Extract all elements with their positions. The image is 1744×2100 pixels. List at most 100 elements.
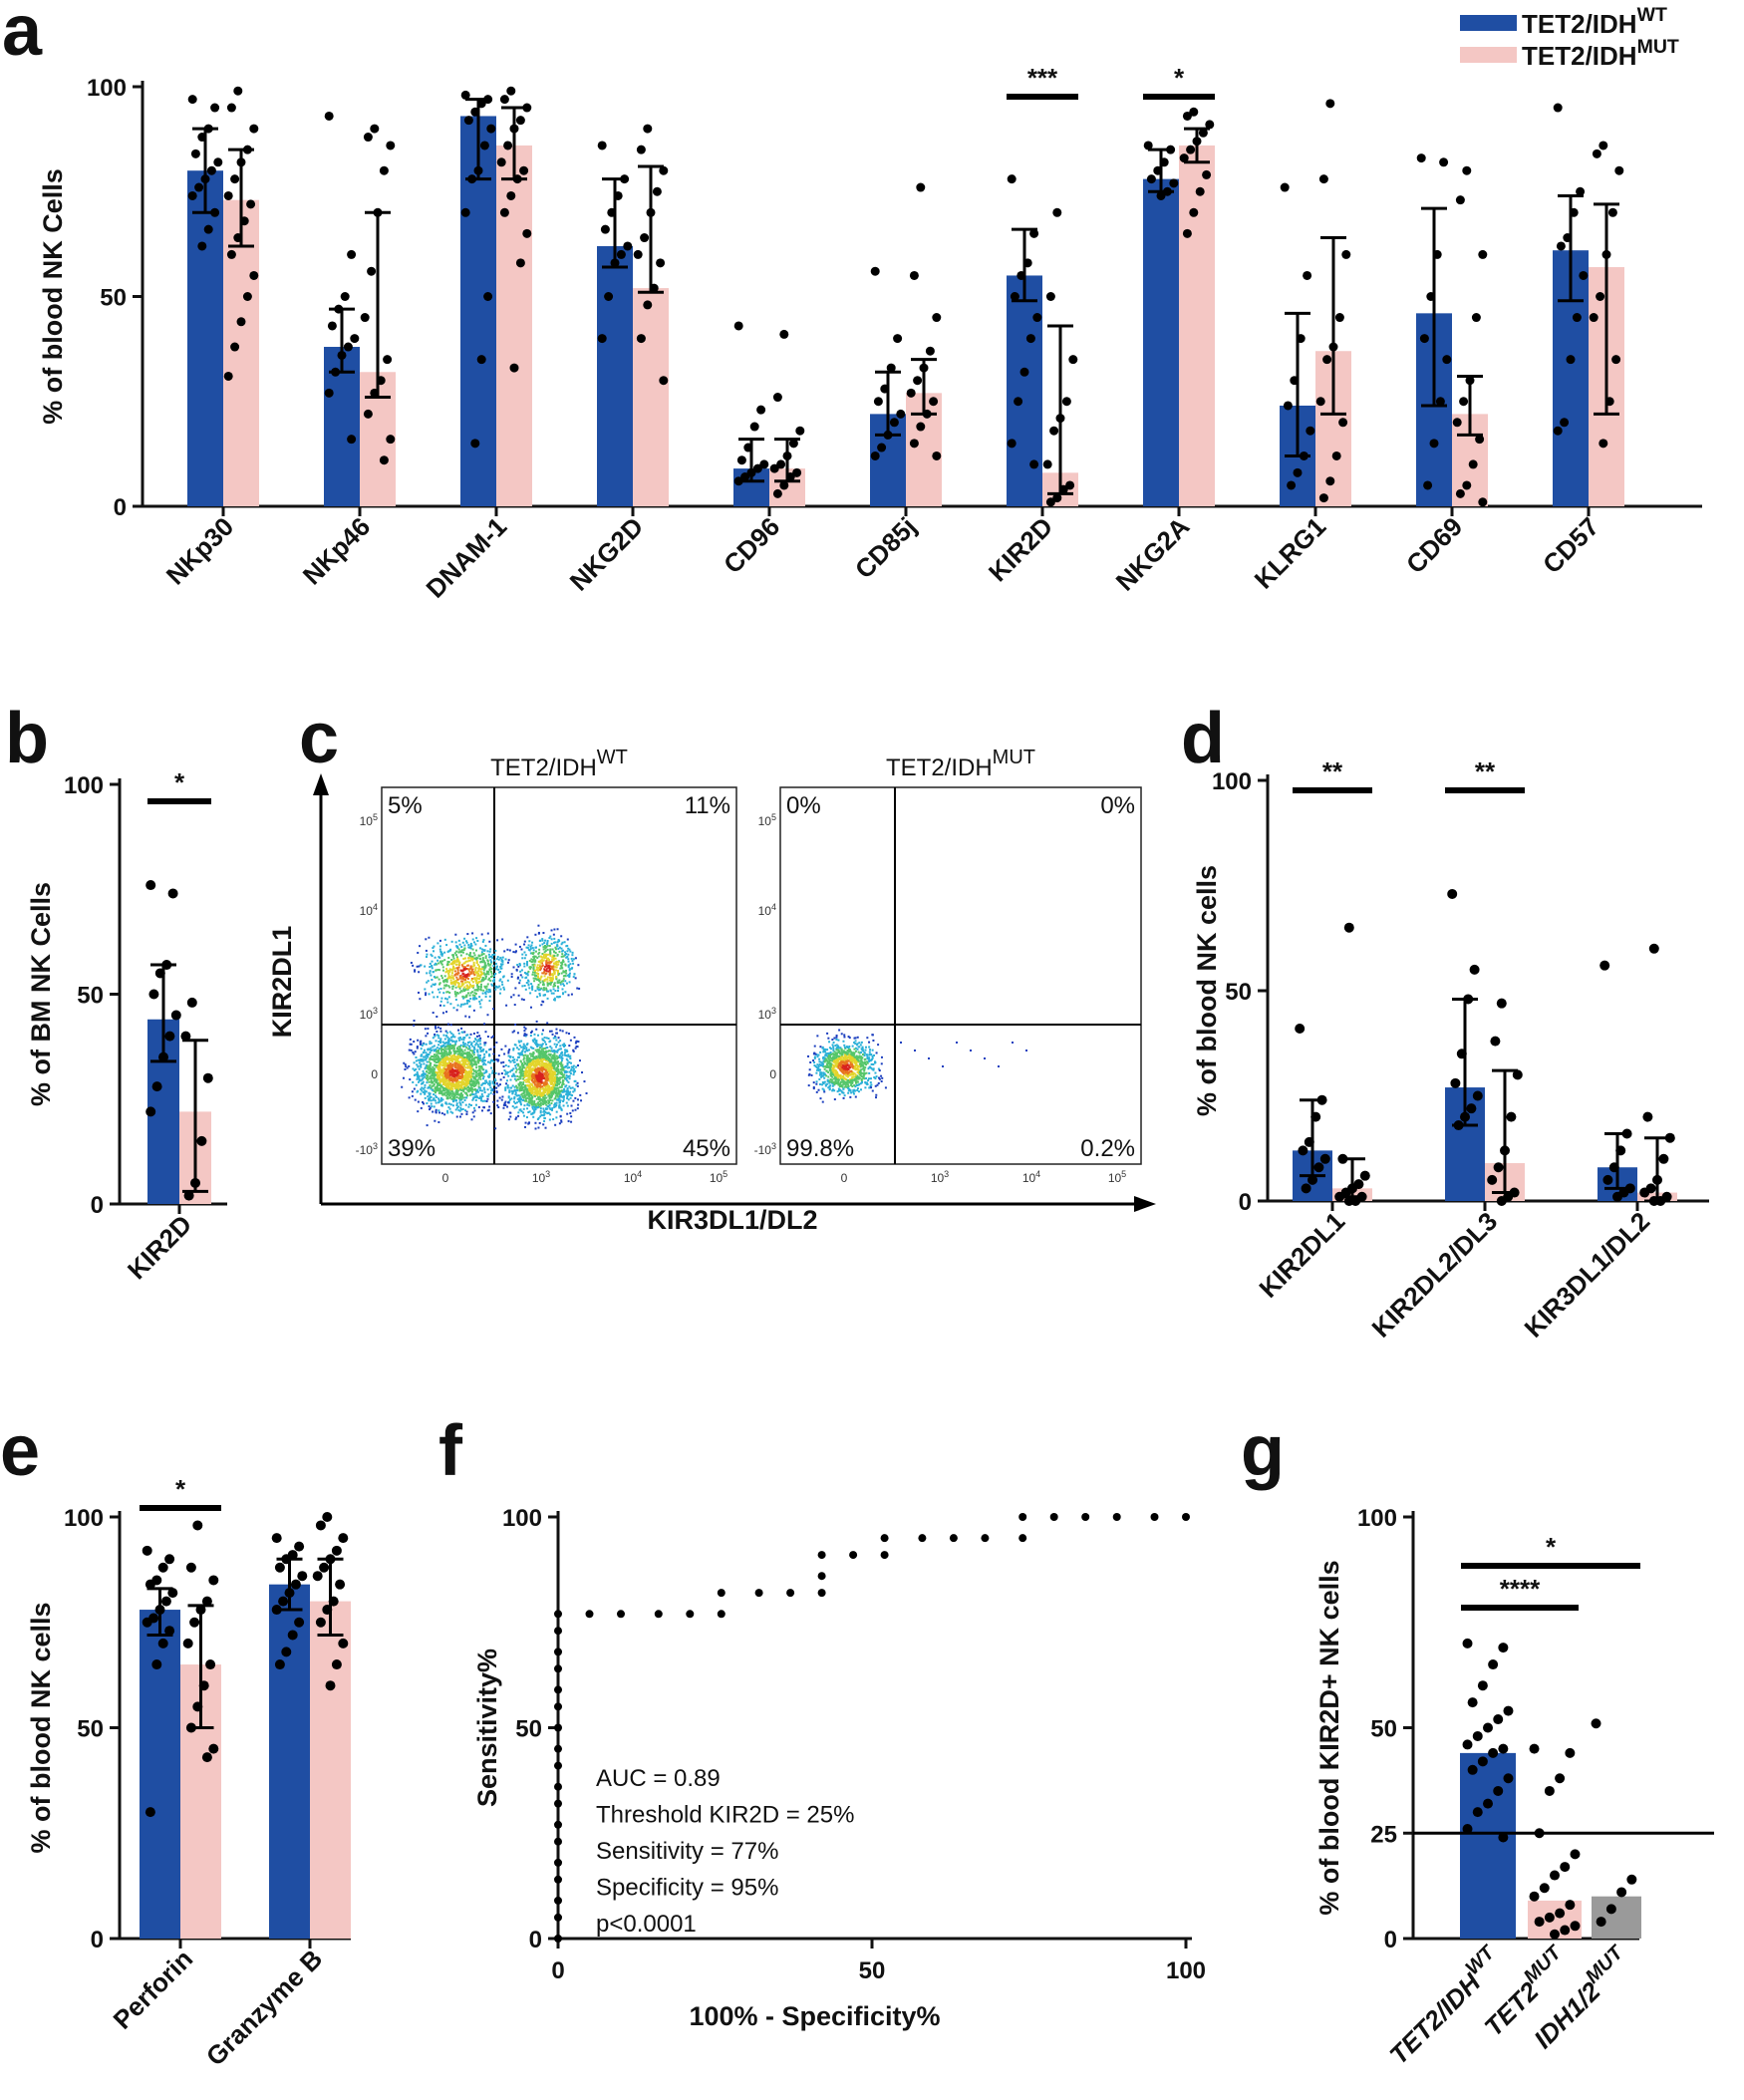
flow-event: [468, 1041, 471, 1044]
flow-event: [555, 1087, 558, 1090]
flow-event: [458, 991, 461, 994]
flow-event: [455, 1040, 458, 1043]
flow-event: [514, 1102, 517, 1105]
flow-event: [560, 1085, 563, 1088]
flow-event: [420, 1043, 423, 1046]
flow-event: [465, 1112, 468, 1115]
flow-event: [494, 988, 497, 991]
flow-event: [459, 1044, 462, 1047]
flow-event: [425, 1058, 428, 1061]
flow-event: [500, 960, 503, 963]
flow-event: [532, 949, 535, 952]
flow-event: [558, 981, 561, 984]
flow-event: [433, 1084, 436, 1087]
data-point: [249, 270, 259, 280]
flow-event: [539, 1083, 542, 1086]
flow-event: [443, 1072, 446, 1075]
flow-event: [499, 978, 502, 981]
flow-event: [479, 970, 482, 973]
data-point: [1512, 1069, 1523, 1080]
data-point: [1301, 1183, 1311, 1194]
flow-event: [467, 1069, 470, 1072]
flow-event: [431, 1084, 434, 1087]
flow-event: [542, 1081, 545, 1084]
flow-event: [509, 1055, 512, 1058]
flow-event: [446, 1048, 449, 1050]
flow-event: [457, 939, 460, 942]
flow-event: [574, 1069, 577, 1072]
flow-event: [547, 990, 550, 993]
flow-event: [551, 948, 554, 951]
flow-x-label: KIR3DL1/DL2: [647, 1205, 817, 1235]
flow-event: [524, 1121, 527, 1124]
flow-event: [517, 1100, 520, 1103]
flow-event: [521, 1066, 524, 1069]
flow-event: [463, 1056, 466, 1059]
flow-event: [447, 1045, 450, 1048]
flow-event: [576, 1081, 579, 1084]
flow-event: [532, 958, 535, 961]
flow-event: [539, 1115, 542, 1118]
flow-event: [465, 1071, 468, 1074]
data-point: [503, 141, 513, 150]
flow-event: [519, 1077, 522, 1080]
flow-event: [544, 965, 547, 968]
flow-event: [460, 1064, 463, 1067]
flow-event: [568, 981, 571, 984]
flow-event: [560, 1051, 563, 1054]
flow-event: [538, 1089, 541, 1092]
flow-event: [522, 1056, 525, 1059]
flow-event: [445, 964, 448, 967]
y-tick-label: 100: [1212, 768, 1252, 795]
flow-event: [436, 1065, 439, 1068]
flow-event: [536, 1056, 539, 1059]
flow-event: [474, 980, 477, 983]
flow-event: [547, 1070, 550, 1073]
flow-event: [447, 1068, 450, 1071]
flow-event: [481, 1073, 484, 1076]
flow-event: [461, 978, 464, 981]
flow-event: [448, 1070, 451, 1073]
flow-event: [433, 1097, 436, 1100]
data-point: [460, 207, 470, 217]
flow-event: [462, 962, 465, 965]
flow-event: [449, 1039, 452, 1042]
flow-event: [549, 949, 552, 952]
data-point: [386, 435, 396, 445]
flow-event: [428, 1071, 431, 1074]
flow-event: [529, 1088, 532, 1091]
flow-event: [469, 998, 472, 1001]
flow-event: [535, 974, 538, 977]
flow-event: [527, 1064, 530, 1067]
flow-event: [468, 1075, 471, 1078]
flow-event: [574, 977, 577, 980]
flow-event: [426, 1075, 429, 1078]
flow-event: [546, 1084, 549, 1087]
flow-event: [526, 964, 529, 967]
flow-event: [549, 1072, 552, 1075]
flow-event: [566, 1112, 569, 1115]
flow-event: [456, 1055, 459, 1058]
flow-event: [563, 984, 566, 987]
flow-event: [543, 994, 546, 997]
data-point: [347, 435, 357, 445]
flow-event: [435, 969, 437, 972]
flow-event: [545, 957, 548, 960]
flow-plot-frame: [381, 786, 737, 1165]
flow-x-tick: 0: [442, 1171, 449, 1185]
flow-event: [438, 1082, 441, 1085]
flow-event: [447, 1070, 450, 1073]
flow-event: [491, 1058, 494, 1061]
flow-event: [452, 1050, 455, 1052]
flow-event: [518, 979, 521, 982]
flow-event: [551, 1065, 554, 1068]
flow-event: [456, 971, 459, 974]
flow-event: [461, 984, 464, 987]
flow-event: [422, 1069, 425, 1072]
flow-event: [429, 1064, 432, 1067]
flow-event: [459, 1064, 462, 1067]
flow-event: [524, 1028, 527, 1031]
flow-event: [439, 953, 442, 956]
flow-event: [474, 1039, 477, 1042]
flow-event: [534, 950, 537, 953]
